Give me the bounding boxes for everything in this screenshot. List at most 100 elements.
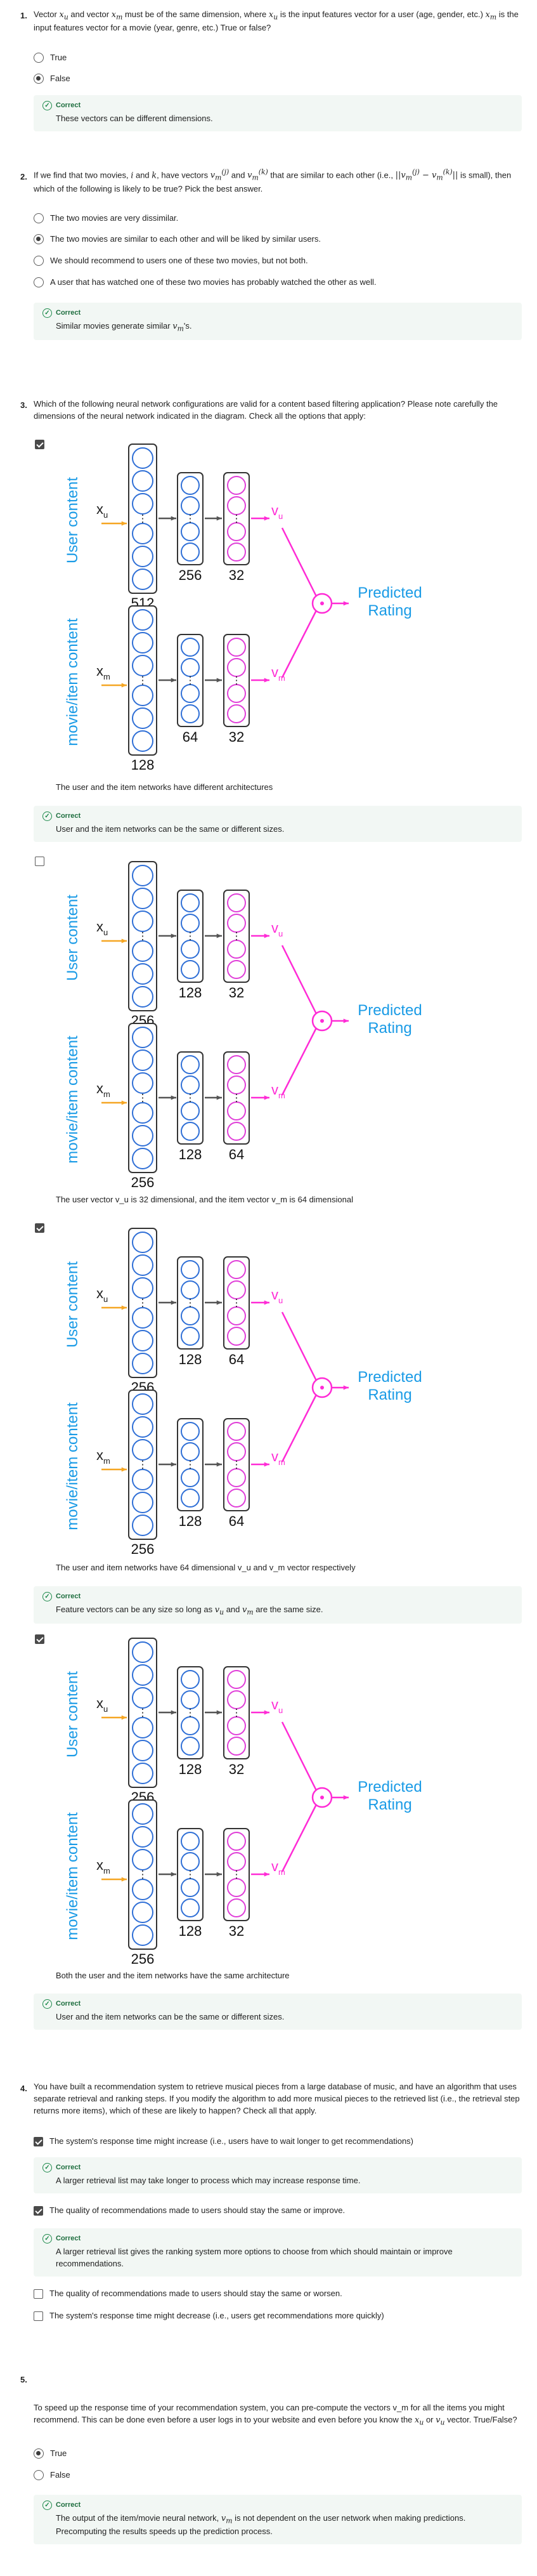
combine-line-user (281, 1311, 318, 1383)
user-tower-layer1-neuron (132, 910, 153, 932)
feedback-heading: Correct (56, 2164, 81, 2171)
feedback-text: These vectors can be different dimension… (56, 113, 213, 123)
combine-line-item (281, 1393, 318, 1462)
item-tower-layer2-box (177, 1051, 204, 1145)
user-tower-arrow-2-head (216, 1300, 222, 1305)
user-tower-layer1-neuron (132, 1307, 153, 1329)
radio-button[interactable] (34, 277, 44, 288)
user-tower-output-label: vu (271, 1697, 283, 1715)
feedback-text: Feature vectors can be any size so long … (56, 1604, 323, 1617)
checkbox-checked[interactable] (34, 2205, 43, 2216)
option-dissimilar[interactable]: The two movies are very dissimilar. (34, 213, 178, 225)
user-tower-layer3-box (223, 472, 250, 565)
dot-product-dot (320, 601, 324, 605)
feedback-heading: Correct (56, 812, 81, 820)
user-tower-dim-3: 32 (229, 1761, 244, 1777)
item-tower-layer1-box (128, 1799, 157, 1950)
item-tower-layer1-neuron (132, 1125, 153, 1147)
neural-network-diagram: User content xu ⋮ ⋮ ⋮ 256 128 32 vu movie/item co… (64, 1638, 422, 1967)
option-watched-other[interactable]: A user that has watched one of these two… (34, 277, 377, 289)
ellipsis-glyph: ⋮ (138, 1298, 148, 1309)
user-tower-layer3-neuron (227, 1716, 246, 1735)
option-quality-worsen[interactable]: The quality of recommendations made to u… (34, 2288, 342, 2300)
user-tower-input-subscript: u (103, 1294, 108, 1304)
question-number: 5. (20, 2375, 27, 2384)
option-response-decrease[interactable]: The system's response time might decreas… (34, 2310, 384, 2322)
item-tower-layer1-neuron (132, 1439, 153, 1461)
question-text: Vector xu and vector xm must be of the s… (34, 10, 519, 33)
item-tower-dim-3: 32 (229, 729, 244, 745)
rating-label: Rating (368, 1386, 411, 1403)
radio-button[interactable] (34, 256, 44, 266)
user-tower-layer2-box (177, 472, 204, 565)
user-tower-section-title: User content (64, 1671, 81, 1758)
item-tower-section-title: movie/item content (64, 618, 81, 746)
user-tower-input-label: xu (96, 919, 108, 937)
option-quality-improve[interactable]: The quality of recommendations made to u… (34, 2205, 345, 2217)
option-recommend-one[interactable]: We should recommend to users one of thes… (34, 255, 308, 267)
radio-button-selected[interactable] (34, 74, 44, 84)
ellipsis-glyph: ⋮ (231, 1460, 242, 1471)
feedback-heading: Correct (56, 1593, 81, 1600)
user-tower-layer1-neuron (132, 1277, 153, 1299)
feedback-heading: Correct (56, 2000, 81, 2008)
user-tower-layer3-neuron (227, 1280, 246, 1299)
radio-button[interactable] (34, 2470, 44, 2481)
item-tower-layer2-neuron (181, 1442, 200, 1461)
user-tower-layer2-box (177, 890, 204, 983)
check-circle-icon: ✓ (42, 308, 52, 319)
user-tower-layer1-neuron (132, 470, 153, 492)
option-label: The two movies are similar to each other… (50, 234, 321, 244)
user-tower-layer1-neuron (132, 1353, 153, 1374)
radio-button[interactable] (34, 53, 44, 63)
option-true[interactable]: True (34, 52, 67, 64)
user-tower-layer1-neuron (132, 523, 153, 544)
item-tower-output-subscript: m (278, 1457, 285, 1467)
user-tower-layer1-neuron (132, 1254, 153, 1276)
checkbox[interactable] (34, 2289, 43, 2299)
item-tower-layer1-neuron (132, 1102, 153, 1124)
radio-button-selected[interactable] (34, 234, 44, 245)
item-tower-layer2-neuron (181, 1832, 200, 1851)
option-label: False (50, 2470, 70, 2480)
checkbox[interactable] (34, 2311, 43, 2321)
checkbox-checked[interactable] (35, 1634, 44, 1644)
item-tower-arrow-2-head (216, 1095, 222, 1100)
checkbox-checked[interactable] (35, 440, 44, 449)
user-tower-arrow-1-head (171, 1300, 176, 1305)
radio-button-selected[interactable] (34, 2448, 44, 2459)
user-tower-layer2-neuron (181, 542, 200, 562)
checkbox[interactable] (35, 857, 44, 866)
option-label: False (50, 74, 70, 83)
checkbox-checked[interactable] (35, 1223, 44, 1233)
user-tower-layer1-neuron (132, 546, 153, 567)
user-tower-input-arrow-head (121, 1305, 127, 1310)
user-tower-layer2-neuron (181, 1280, 200, 1299)
question-number: 1. (20, 11, 27, 20)
item-tower-layer3-box (223, 634, 250, 727)
option-similar[interactable]: The two movies are similar to each other… (34, 233, 321, 246)
item-tower-layer2-neuron (181, 684, 200, 703)
option-label: A user that has watched one of these two… (50, 277, 377, 287)
neural-network-diagram: User content xu ⋮ ⋮ ⋮ 256 128 32 vu movie/item co… (64, 861, 422, 1190)
item-tower-layer1-neuron (132, 1049, 153, 1071)
user-tower-arrow-1-head (171, 516, 176, 521)
checkbox-checked[interactable] (34, 2136, 43, 2146)
radio-button[interactable] (34, 213, 44, 224)
item-tower-layer2-neuron (181, 1488, 200, 1508)
predicted-label: Predicted (358, 584, 422, 601)
combine-line-user (281, 1721, 318, 1792)
item-tower-dim-3: 32 (229, 1923, 244, 1939)
user-tower-section-title: User content (64, 895, 81, 981)
feedback-heading: Correct (56, 309, 81, 317)
option-true[interactable]: True (34, 2448, 67, 2460)
user-tower-layer2-neuron (181, 1306, 200, 1325)
option-response-increase[interactable]: The system's response time might increas… (34, 2136, 413, 2148)
user-tower-layer1-neuron (132, 1740, 153, 1761)
user-tower-layer1-neuron (132, 865, 153, 886)
option-false[interactable]: False (34, 73, 70, 85)
user-tower-layer3-neuron (227, 960, 246, 979)
option-false[interactable]: False (34, 2469, 70, 2481)
item-tower-layer1-neuron (132, 1027, 153, 1048)
combine-line-item (281, 1026, 318, 1096)
